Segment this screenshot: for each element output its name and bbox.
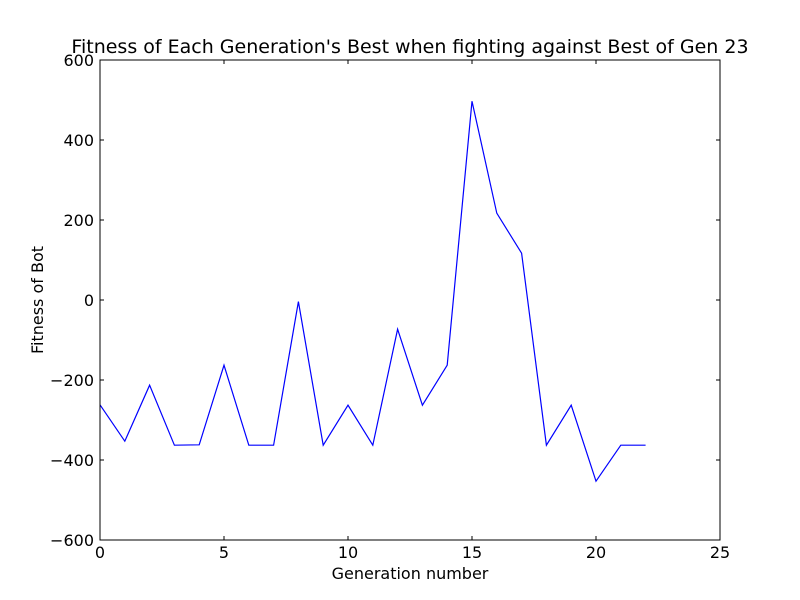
- x-tick-label: 10: [338, 543, 358, 562]
- x-tick-label: 15: [462, 543, 482, 562]
- series-layer: [99, 101, 646, 483]
- y-tick-label: 400: [63, 131, 94, 150]
- plot-area: [100, 60, 720, 540]
- x-tick-label: 20: [586, 543, 606, 562]
- x-axis-label: Generation number: [332, 564, 489, 583]
- y-tick-label: −400: [50, 451, 94, 470]
- plot-frame: [99, 59, 721, 541]
- y-axis-label: Fitness of Bot: [28, 246, 47, 354]
- x-tick-label: 5: [219, 543, 229, 562]
- y-tick-label: −600: [50, 531, 94, 550]
- y-tick-label: 0: [84, 291, 94, 310]
- y-tick-label: −200: [50, 371, 94, 390]
- tick-layer: 0 5 10 15 20 25 −600 −400 −200 0 200 400 600: [50, 51, 730, 562]
- series-line: [99, 101, 646, 483]
- y-tick-label: 200: [63, 211, 94, 230]
- x-tick-label: 0: [95, 543, 105, 562]
- chart-title: Fitness of Each Generation's Best when f…: [71, 36, 748, 58]
- y-tick-label: 600: [63, 51, 94, 70]
- x-tick-label: 25: [710, 543, 730, 562]
